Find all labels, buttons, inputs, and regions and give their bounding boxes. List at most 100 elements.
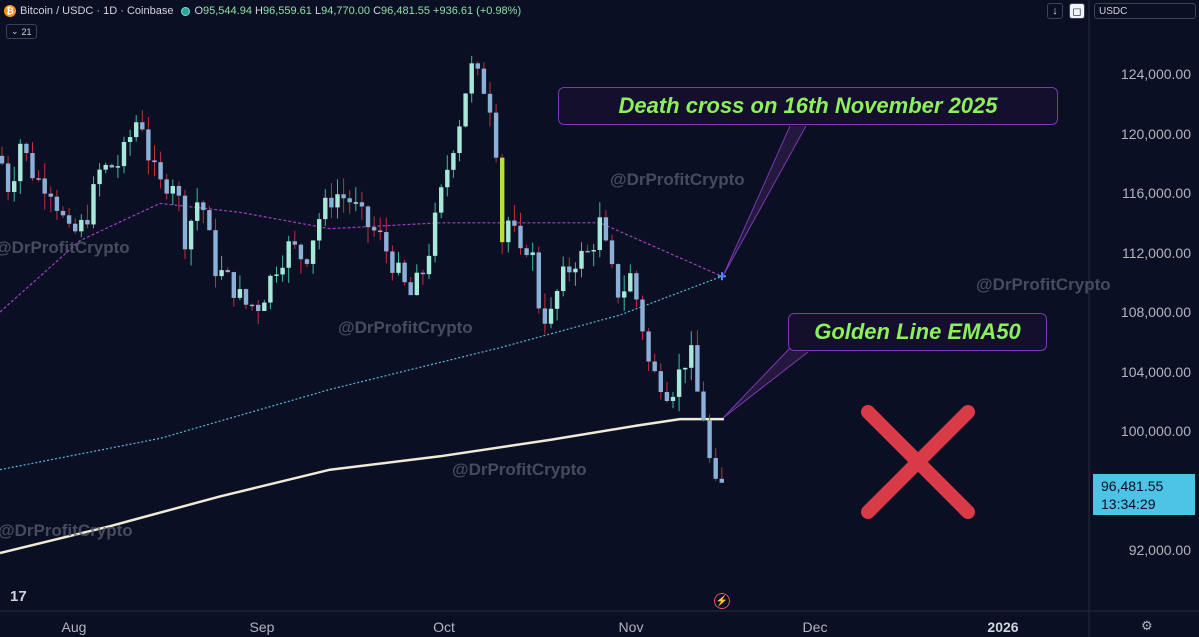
candle-body	[371, 227, 377, 231]
cyan-ma-line	[0, 275, 723, 471]
close-key: C	[373, 5, 382, 17]
candle-body	[701, 391, 706, 421]
candle-body	[359, 202, 365, 207]
candle-body	[298, 244, 304, 260]
candle-body	[176, 185, 182, 196]
tradingview-logo[interactable]: 17	[10, 588, 27, 605]
death-cross-callout	[722, 125, 807, 277]
candle-body	[640, 299, 645, 332]
candle-body	[268, 275, 273, 303]
candle-body	[243, 289, 249, 305]
candle-body	[493, 112, 499, 158]
candle-body	[579, 250, 584, 269]
candle-body	[140, 122, 145, 130]
change-value: +936.61 (+0.98%)	[433, 5, 522, 17]
candle-body	[97, 169, 102, 185]
candle-body	[475, 63, 480, 69]
candle-body	[676, 369, 682, 397]
candle-body	[573, 268, 578, 273]
symbol-title[interactable]: Bitcoin / USDC · 1D · Coinbase	[20, 5, 174, 17]
candle-body	[512, 220, 517, 226]
candle-body	[384, 232, 389, 252]
watermark-text: @DrProfitCrypto	[0, 238, 130, 257]
price-tick-label: 120,000.00	[1120, 125, 1191, 142]
candle-body	[134, 122, 139, 138]
download-button[interactable]: ↓	[1047, 3, 1063, 19]
lightning-icon[interactable]: ⚡	[714, 593, 730, 609]
candle-body	[36, 178, 41, 180]
candle-body	[12, 181, 17, 193]
candle-body	[542, 308, 548, 324]
candle-body	[66, 215, 72, 224]
candle-body	[670, 396, 676, 402]
time-tick-label: Nov	[618, 619, 644, 635]
candle-body	[506, 220, 511, 243]
candle-body	[170, 185, 175, 194]
candle-body	[609, 240, 615, 265]
price-tick-label: 104,000.00	[1120, 363, 1191, 380]
bar-countdown: 13:34:29	[1101, 495, 1156, 512]
candle-body	[188, 220, 194, 250]
golden-line-annotation[interactable]: Golden Line EMA50	[788, 313, 1047, 351]
ohlc-values: O95,544.94 H96,559.61 L94,770.00 C96,481…	[194, 5, 521, 17]
candle-body	[274, 274, 279, 276]
market-status-icon	[181, 6, 191, 16]
time-tick-label: 2026	[987, 619, 1019, 635]
candle-body	[597, 217, 602, 251]
candle-body	[567, 266, 572, 273]
watermark-text: @DrProfitCrypto	[976, 275, 1111, 294]
candle-body	[5, 163, 11, 193]
candle-body	[42, 178, 47, 194]
candle-body	[591, 250, 596, 252]
candle-body	[79, 219, 84, 232]
indicators-collapse-button[interactable]: ⌄ 21	[6, 24, 37, 39]
candle-body	[585, 250, 590, 253]
candle-body	[463, 93, 468, 127]
candle-body	[652, 361, 657, 372]
candle-body	[518, 225, 523, 249]
current-price-label: 96,481.55 13:34:29	[1093, 474, 1195, 515]
candle-body	[365, 206, 371, 228]
gear-icon[interactable]: ⚙	[1141, 618, 1153, 633]
candle-body	[60, 210, 66, 216]
candle-body	[219, 270, 224, 277]
candle-body	[0, 155, 5, 164]
candle-body	[323, 197, 328, 220]
candle-body	[18, 143, 23, 182]
low-key: L	[314, 5, 322, 17]
candle-body	[615, 264, 621, 298]
candle-body	[622, 291, 627, 298]
candle-body	[469, 63, 474, 94]
camera-icon: ◻	[1072, 5, 1082, 18]
death-cross-annotation[interactable]: Death cross on 16th November 2025	[558, 87, 1058, 125]
candle-body	[628, 273, 633, 292]
watermark-text: @DrProfitCrypto	[452, 460, 587, 479]
indicators-count: 21	[21, 26, 32, 37]
screenshot-button[interactable]: ◻	[1069, 3, 1085, 19]
watermark-text: @DrProfitCrypto	[610, 170, 745, 189]
symbol-legend: ₿ Bitcoin / USDC · 1D · Coinbase O95,544…	[4, 3, 521, 19]
candles-layer	[0, 55, 724, 483]
candle-body	[213, 230, 218, 277]
candle-body	[347, 198, 352, 203]
candle-body	[48, 193, 53, 197]
candle-body	[249, 304, 255, 307]
candle-body	[426, 255, 432, 275]
candle-body	[445, 169, 450, 188]
watermark-text: @DrProfitCrypto	[338, 318, 473, 337]
candle-body	[256, 304, 261, 311]
candle-body	[408, 282, 413, 296]
currency-select[interactable]: USDC	[1094, 3, 1196, 19]
red-x-icon	[861, 405, 975, 519]
price-tick-label: 116,000.00	[1121, 185, 1191, 201]
candle-body	[24, 143, 29, 154]
current-price-value: 96,481.55	[1101, 477, 1164, 494]
candle-body	[500, 157, 505, 243]
candle-body	[195, 202, 200, 221]
candle-body	[390, 251, 395, 273]
candle-body	[658, 371, 663, 393]
candle-body	[414, 272, 419, 296]
candle-body	[396, 262, 401, 273]
